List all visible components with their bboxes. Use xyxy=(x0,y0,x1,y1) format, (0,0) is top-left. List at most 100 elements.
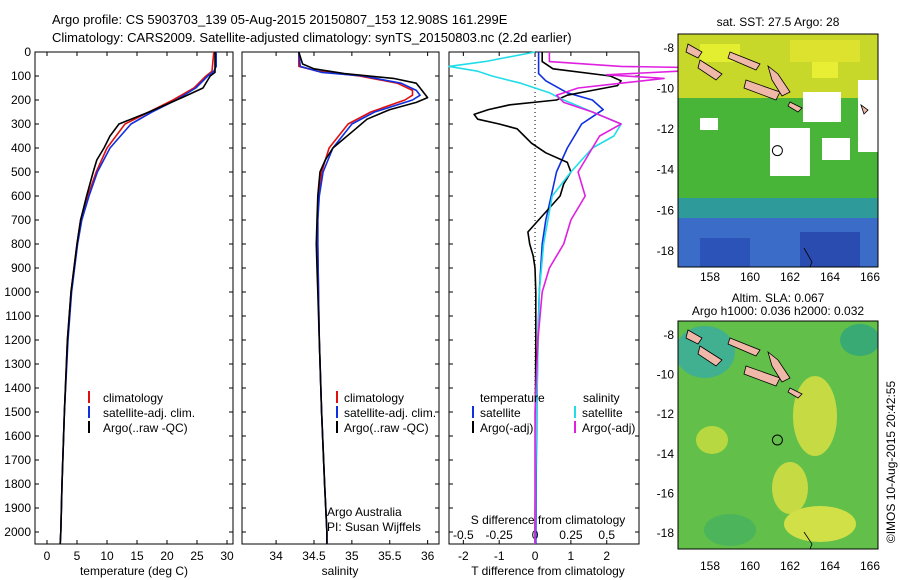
sla-map-lon-label: 160 xyxy=(740,559,760,573)
sst-map-lat-label: -14 xyxy=(657,163,675,177)
difference-s-axis-label: S difference from climatology xyxy=(471,513,626,527)
legend-swatch-t-satellite xyxy=(472,406,474,418)
difference-temperature-argo-adj-line xyxy=(473,52,622,544)
island-shape xyxy=(860,103,869,115)
sst-deep-patch xyxy=(700,238,750,267)
difference-temperature-satellite-line xyxy=(534,52,605,544)
sla-high-patch xyxy=(784,506,856,542)
difference-plot-area xyxy=(448,51,640,545)
temperature-satellite-adj-clim-line xyxy=(59,52,217,545)
imos-watermark: ©IMOS 10-Aug-2015 20:42:55 xyxy=(884,381,898,544)
legend-label-satellite: satellite-adj. clim. xyxy=(344,406,436,420)
sst-map-lat-label: -10 xyxy=(657,82,675,96)
temperature-x-axis-label: temperature (deg C) xyxy=(80,564,188,578)
difference-x-tick-label: -2 xyxy=(458,549,469,563)
sla-map-lon-label: 158 xyxy=(700,559,720,573)
sst-map-lat-label: -16 xyxy=(657,203,675,217)
figure-title: Argo profile: CS 5903703_139 05-Aug-2015… xyxy=(52,12,508,27)
depth-tick-label: 1300 xyxy=(4,357,31,371)
depth-tick-label: 1200 xyxy=(4,333,31,347)
temperature-x-tick-label: 15 xyxy=(130,549,144,563)
legend-swatch-argo xyxy=(88,421,90,433)
depth-tick-label: 300 xyxy=(11,117,31,131)
sst-map-lat-label: -8 xyxy=(663,41,674,55)
sst-cloud-mask xyxy=(822,138,850,160)
sla-high-patch xyxy=(696,426,728,454)
legend-label-t-satellite: satellite xyxy=(480,406,521,420)
legend-swatch-s-argo xyxy=(574,421,576,433)
island-shape xyxy=(743,79,781,101)
depth-tick-label: 1700 xyxy=(4,453,31,467)
island-shape xyxy=(787,387,803,399)
difference-s-tick-label: -0.5 xyxy=(453,528,474,542)
sst-yellow-patch xyxy=(812,62,838,78)
legend-label-climatology: climatology xyxy=(344,391,404,405)
sla-map-lat-label: -16 xyxy=(657,486,675,500)
island-shape xyxy=(685,43,703,59)
depth-tick-label: 100 xyxy=(11,69,31,83)
depth-tick-label: 1500 xyxy=(4,405,31,419)
temperature-legend: climatology satellite-adj. clim. Argo(..… xyxy=(88,391,195,435)
sla-map-lat-label: -8 xyxy=(663,328,674,342)
salinity-x-axis-label: salinity xyxy=(322,564,359,578)
sst-argo-location-marker xyxy=(771,145,783,157)
depth-tick-label: 1600 xyxy=(4,429,31,443)
sst-map-lon-label: 164 xyxy=(820,270,840,284)
sst-cloud-mask xyxy=(858,80,878,152)
island-shape xyxy=(767,64,791,97)
coastline xyxy=(803,531,813,549)
difference-legend: temperature salinity satellite Argo(-adj… xyxy=(472,391,635,435)
sst-cloud-mask xyxy=(770,128,810,176)
island-shape xyxy=(727,337,761,357)
figure-subtitle: Climatology: CARS2009. Satellite-adjuste… xyxy=(52,30,572,45)
temperature-x-tick-label: 20 xyxy=(160,549,174,563)
sla-map-title: Altim. SLA: 0.067 xyxy=(732,291,825,305)
legend-label-t-argo: Argo(-adj) xyxy=(480,421,533,435)
island-shape xyxy=(697,345,723,367)
difference-s-tick-label: 0.5 xyxy=(598,528,615,542)
island-shape xyxy=(787,101,803,113)
salinity-plot-area xyxy=(241,51,440,545)
sla-map-lat-label: -12 xyxy=(657,407,675,421)
sst-map-lon-label: 158 xyxy=(700,270,720,284)
difference-x-tick-label: 2 xyxy=(603,549,610,563)
depth-tick-label: 1100 xyxy=(5,309,31,323)
sst-map-lon-label: 160 xyxy=(740,270,760,284)
legend-header-temperature: temperature xyxy=(480,391,545,405)
temperature-x-tick-label: 10 xyxy=(100,549,114,563)
sst-deep-patch xyxy=(800,232,860,267)
sst-map-title: sat. SST: 27.5 Argo: 28 xyxy=(717,15,840,29)
salinity-argo-raw-qc-line xyxy=(298,51,429,544)
sla-map-lat-label: -18 xyxy=(657,526,675,540)
legend-header-salinity: salinity xyxy=(583,391,620,405)
legend-label-s-satellite: satellite xyxy=(582,406,623,420)
salinity-annotation-line1: Argo Australia xyxy=(327,505,402,519)
sla-argo-location-marker xyxy=(771,434,783,446)
legend-label-argo: Argo(..raw -QC) xyxy=(344,421,429,435)
sst-transition-band xyxy=(678,198,878,218)
sla-map-lon-label: 162 xyxy=(780,559,800,573)
sla-low-patch xyxy=(840,324,878,356)
depth-tick-label: 700 xyxy=(11,213,31,227)
depth-tick-label: 0 xyxy=(24,45,31,59)
salinity-x-tick-label: 34.5 xyxy=(302,549,326,563)
legend-label-s-argo: Argo(-adj) xyxy=(582,421,635,435)
legend-swatch-argo xyxy=(336,421,338,433)
sla-high-patch xyxy=(793,376,837,456)
legend-swatch-t-argo xyxy=(472,421,474,433)
temperature-argo-raw-qc-line xyxy=(59,52,216,545)
difference-x-tick-label: -1 xyxy=(494,549,505,563)
sst-cloud-mask xyxy=(803,92,841,122)
island-shape xyxy=(685,329,703,345)
temperature-x-tick-label: 30 xyxy=(220,549,234,563)
difference-x-tick-label: 0 xyxy=(532,549,539,563)
legend-swatch-climatology xyxy=(336,391,338,403)
sst-map-frame xyxy=(677,33,879,268)
sst-map-lat-label: -12 xyxy=(657,122,675,136)
salinity-x-tick-label: 36 xyxy=(421,549,435,563)
sst-cloud-mask xyxy=(700,118,718,130)
legend-swatch-climatology xyxy=(88,391,90,403)
sla-map-subtitle: Argo h1000: 0.036 h2000: 0.032 xyxy=(692,304,864,318)
sst-yellow-patch xyxy=(790,40,860,62)
